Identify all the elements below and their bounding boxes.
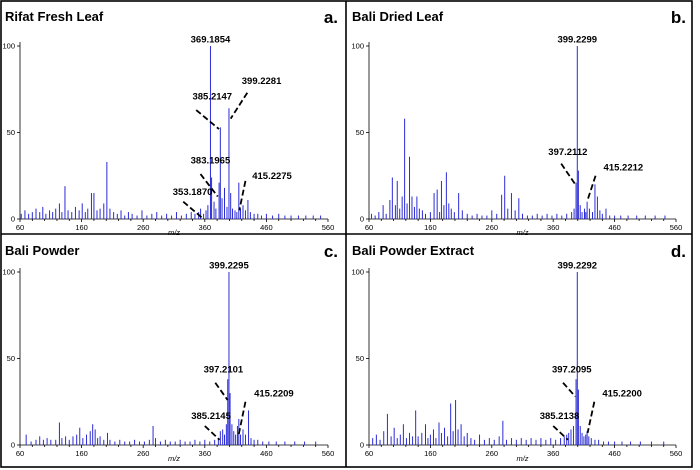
peak-leader-line: [586, 175, 597, 201]
peak-label: 353.1870: [173, 187, 213, 198]
peak-label: 397.2101: [204, 364, 244, 375]
peak-label: 399.2281: [242, 76, 282, 87]
x-tick-label: 460: [608, 223, 621, 232]
panel-letter: a.: [324, 8, 338, 27]
peak-leader-line: [182, 201, 205, 220]
peak-label: 415.2275: [252, 171, 292, 182]
x-tick-label: 560: [670, 449, 683, 458]
peak-label: 385.2138: [540, 411, 580, 422]
y-tick-label: 50: [7, 128, 15, 137]
peak-label: 415.2209: [254, 389, 294, 400]
peak-leader-line: [199, 173, 219, 198]
panel-title: Rifat Fresh Leaf: [5, 9, 104, 24]
peak-label: 385.2145: [191, 411, 231, 422]
x-axis-caption: m/z: [168, 228, 180, 237]
spectrum-panel-2: Bali Dried Leaf b. 0 50 100 60 160 260 360 460 560…: [351, 8, 686, 237]
x-tick-label: 360: [547, 449, 560, 458]
peak-label: 399.2295: [209, 261, 249, 272]
peak-leader-line: [229, 92, 249, 120]
peak-leader-line: [195, 109, 220, 130]
x-tick-label: 260: [486, 449, 499, 458]
spectrum-panel-3: Bali Powder c. 0 50 100 60 160 260 360 460 560 m/z 3…: [2, 242, 338, 463]
x-tick-label: 60: [365, 223, 373, 232]
y-tick-label: 0: [11, 441, 15, 450]
x-tick-label: 60: [365, 449, 373, 458]
y-tick-label: 50: [356, 128, 364, 137]
peak-label: 397.2112: [548, 147, 587, 158]
peak-label: 399.2292: [557, 261, 597, 272]
x-tick-label: 460: [608, 449, 621, 458]
x-tick-label: 460: [260, 449, 273, 458]
peak-leader-line: [238, 180, 247, 211]
peak-label: 385.2147: [192, 92, 232, 103]
y-tick-label: 100: [2, 42, 15, 51]
panel-letter: d.: [671, 242, 686, 261]
x-tick-label: 160: [75, 223, 88, 232]
spectrum-panel-1: Rifat Fresh Leaf a. 0 50 100 60 160 260 360 460 56…: [2, 8, 338, 237]
x-tick-label: 560: [670, 223, 683, 232]
x-tick-label: 360: [547, 223, 560, 232]
y-tick-label: 0: [11, 215, 15, 224]
panel-title: Bali Dried Leaf: [352, 9, 444, 24]
x-axis-caption: m/z: [516, 454, 528, 463]
y-tick-label: 100: [2, 268, 15, 277]
peak-leader-line: [237, 401, 247, 435]
x-tick-label: 560: [322, 449, 335, 458]
peak-label: 399.2299: [557, 35, 597, 46]
peak-leader-line: [214, 382, 229, 401]
x-axis-caption: m/z: [168, 454, 180, 463]
x-tick-label: 460: [260, 223, 273, 232]
peak-label: 415.2200: [602, 389, 642, 400]
y-tick-label: 50: [356, 354, 364, 363]
y-tick-label: 100: [351, 268, 364, 277]
x-tick-label: 260: [137, 223, 150, 232]
x-tick-label: 60: [16, 223, 24, 232]
x-tick-label: 60: [16, 449, 24, 458]
peak-leader-line: [552, 425, 569, 441]
y-tick-label: 100: [351, 42, 364, 51]
peak-leader-line: [562, 382, 576, 398]
y-tick-label: 0: [360, 215, 364, 224]
x-tick-label: 160: [424, 449, 437, 458]
x-tick-label: 360: [199, 449, 212, 458]
x-tick-label: 260: [137, 449, 150, 458]
panel-letter: c.: [324, 242, 338, 261]
x-tick-label: 360: [199, 223, 212, 232]
panel-letter: b.: [671, 8, 686, 27]
x-tick-label: 560: [322, 223, 335, 232]
spectrum-panel-4: Bali Powder Extract d. 0 50 100 60 160 260 360 46…: [351, 242, 686, 463]
x-axis-caption: m/z: [516, 228, 528, 237]
panel-title: Bali Powder: [5, 243, 79, 258]
peak-label: 369.1854: [191, 35, 231, 46]
peak-leader-line: [560, 163, 577, 185]
peak-leader-line: [586, 401, 596, 434]
y-tick-label: 50: [7, 354, 15, 363]
x-tick-label: 160: [424, 223, 437, 232]
peak-label: 383.1965: [191, 156, 231, 167]
peak-label: 415.2212: [604, 163, 644, 174]
x-tick-label: 260: [486, 223, 499, 232]
y-tick-label: 0: [360, 441, 364, 450]
peak-label: 397.2095: [552, 364, 592, 375]
panel-title: Bali Powder Extract: [352, 243, 475, 258]
peak-leader-line: [204, 425, 221, 441]
x-tick-label: 160: [75, 449, 88, 458]
